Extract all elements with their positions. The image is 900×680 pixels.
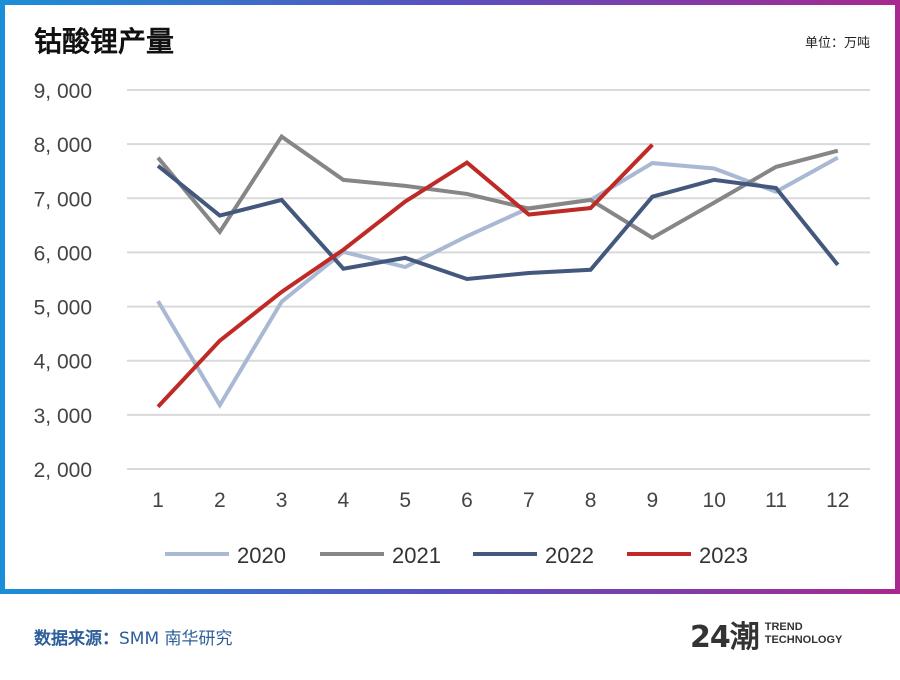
y-tick-label: 5, 000 [34,297,92,320]
chart-frame [0,0,900,594]
x-tick-label: 5 [399,489,411,512]
series-line-2022 [156,164,840,281]
x-tick-label: 9 [647,489,659,512]
data-source: 数据来源：SMM 南华研究 [34,624,233,649]
x-tick-label: 1 [152,489,164,512]
x-tick-label: 7 [523,489,535,512]
brand-logo: 24潮 TREND TECHNOLOGY [690,612,842,656]
chart-title: 钴酸锂产量 [34,25,175,58]
legend-label: 2021 [392,543,441,568]
y-tick-label: 2, 000 [34,459,92,482]
legend-label: 2023 [699,543,748,568]
logo-mark: 24潮 [690,620,760,655]
x-tick-label: 12 [826,489,849,512]
legend-label: 2020 [237,543,286,568]
legend-label: 2022 [545,543,594,568]
x-tick-label: 11 [765,489,787,512]
y-tick-label: 9, 000 [34,80,92,103]
y-tick-label: 6, 000 [34,242,92,265]
series-line-2020 [156,155,839,410]
series-line-2023 [156,143,654,409]
y-tick-label: 4, 000 [34,351,92,374]
x-tick-label: 8 [585,489,597,512]
x-tick-label: 3 [276,489,288,512]
logo-line2: TECHNOLOGY [764,634,843,646]
x-tick-label: 6 [461,489,473,512]
x-tick-label: 2 [214,489,226,512]
unit-label: 单位：万吨 [804,36,870,51]
y-tick-label: 7, 000 [34,188,92,211]
y-tick-label: 3, 000 [34,405,92,428]
x-tick-label: 4 [338,489,350,512]
x-tick-label: 10 [703,489,726,512]
y-tick-label: 8, 000 [34,134,92,157]
line-chart: 2, 000 3, 000 4, 000 5, 000 6, 000 7, 000 8, 0… [34,80,870,568]
series-line-2021 [156,133,839,241]
source-value: SMM 南华研究 [119,629,233,649]
logo-line1: TREND [764,621,803,633]
source-label: 数据来源： [34,629,119,649]
